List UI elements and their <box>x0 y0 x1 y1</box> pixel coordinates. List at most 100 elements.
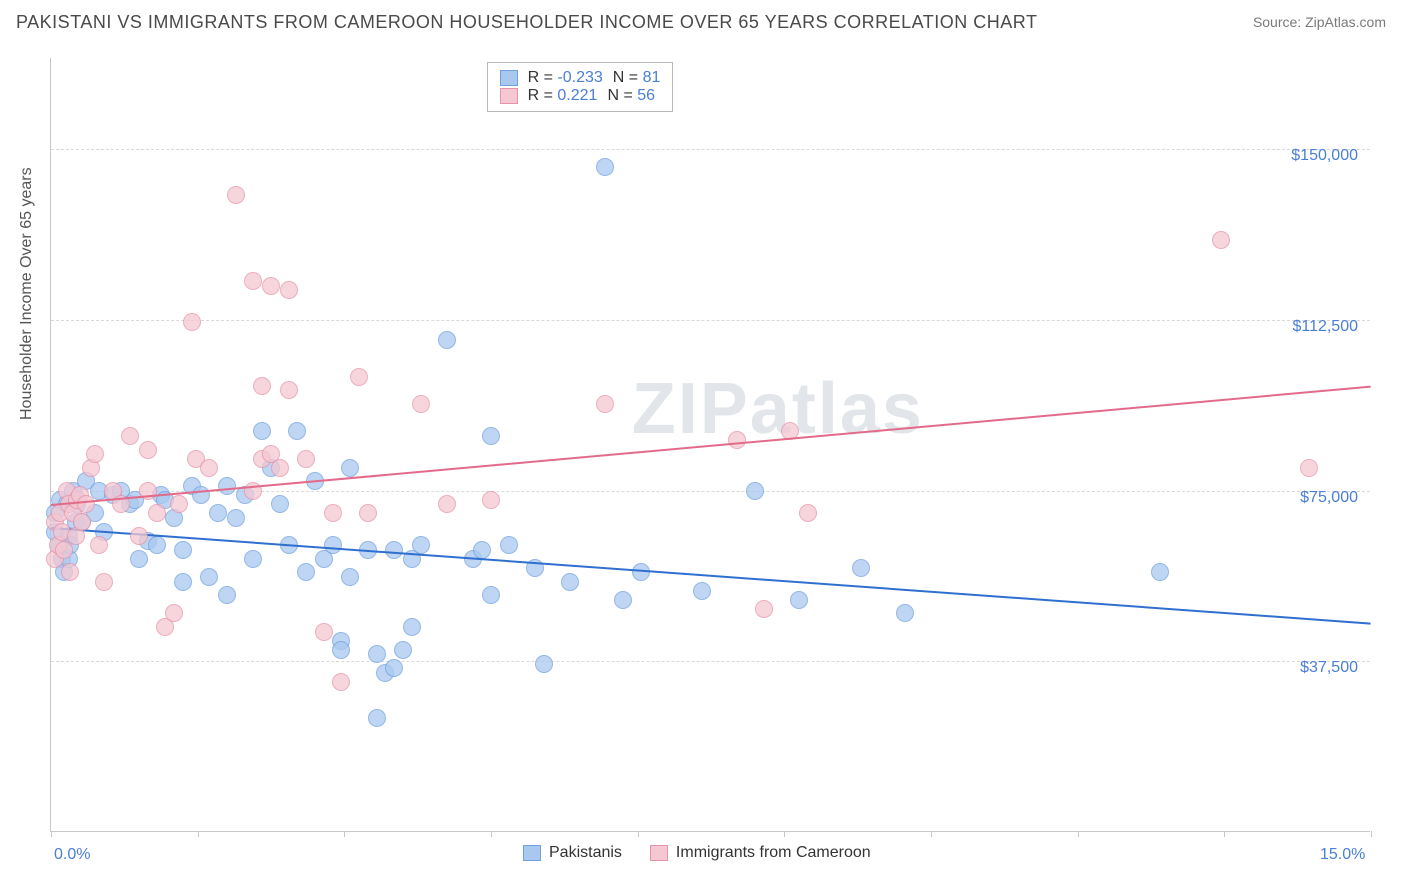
data-point <box>253 377 271 395</box>
data-point <box>755 600 773 618</box>
data-point <box>218 586 236 604</box>
legend-item: Immigrants from Cameroon <box>650 844 871 862</box>
data-point <box>500 536 518 554</box>
data-point <box>183 313 201 331</box>
data-point <box>95 573 113 591</box>
data-point <box>130 550 148 568</box>
data-point <box>1300 459 1318 477</box>
x-tick <box>491 831 492 837</box>
data-point <box>271 459 289 477</box>
data-point <box>297 563 315 581</box>
data-point <box>896 604 914 622</box>
x-tick <box>1078 831 1079 837</box>
x-tick <box>931 831 932 837</box>
x-tick <box>198 831 199 837</box>
data-point <box>403 618 421 636</box>
gridline-h <box>51 320 1370 321</box>
data-point <box>192 486 210 504</box>
data-point <box>394 641 412 659</box>
data-point <box>632 563 650 581</box>
data-point <box>473 541 491 559</box>
watermark-text: ZIPatlas <box>632 368 924 450</box>
data-point <box>341 568 359 586</box>
y-tick-label: $112,500 <box>1292 318 1358 336</box>
x-tick <box>1371 831 1372 837</box>
series-legend: Pakistanis Immigrants from Cameroon <box>523 844 871 862</box>
data-point <box>90 536 108 554</box>
data-point <box>253 422 271 440</box>
data-point <box>368 709 386 727</box>
data-point <box>165 604 183 622</box>
data-point <box>341 459 359 477</box>
data-point <box>482 586 500 604</box>
data-point <box>790 591 808 609</box>
data-point <box>1151 563 1169 581</box>
x-tick <box>51 831 52 837</box>
y-tick-label: $75,000 <box>1300 489 1358 507</box>
gridline-h <box>51 661 1370 662</box>
x-tick <box>1224 831 1225 837</box>
data-point <box>262 277 280 295</box>
x-min-label: 0.0% <box>54 846 90 864</box>
corr-row: R = 0.221N = 56 <box>500 87 661 105</box>
data-point <box>614 591 632 609</box>
y-tick-label: $150,000 <box>1291 147 1358 165</box>
data-point <box>596 395 614 413</box>
data-point <box>280 381 298 399</box>
n-value: N = 81 <box>613 69 661 87</box>
data-point <box>385 541 403 559</box>
data-point <box>746 482 764 500</box>
data-point <box>332 673 350 691</box>
data-point <box>852 559 870 577</box>
data-point <box>244 550 262 568</box>
data-point <box>412 536 430 554</box>
legend-item: Pakistanis <box>523 844 622 862</box>
data-point <box>324 536 342 554</box>
data-point <box>350 368 368 386</box>
data-point <box>482 427 500 445</box>
y-tick-label: $37,500 <box>1300 659 1358 677</box>
x-tick <box>344 831 345 837</box>
data-point <box>271 495 289 513</box>
data-point <box>209 504 227 522</box>
correlation-stats-box: R = -0.233N = 81R = 0.221N = 56 <box>487 62 674 112</box>
data-point <box>280 281 298 299</box>
x-max-label: 15.0% <box>1320 846 1365 864</box>
data-point <box>200 568 218 586</box>
trend-line <box>51 386 1371 506</box>
data-point <box>288 422 306 440</box>
legend-swatch-icon <box>650 845 668 861</box>
data-point <box>728 431 746 449</box>
data-point <box>174 541 192 559</box>
data-point <box>297 450 315 468</box>
data-point <box>385 659 403 677</box>
data-point <box>561 573 579 591</box>
corr-row: R = -0.233N = 81 <box>500 69 661 87</box>
data-point <box>244 272 262 290</box>
legend-label: Immigrants from Cameroon <box>676 844 871 862</box>
data-point <box>86 445 104 463</box>
gridline-h <box>51 149 1370 150</box>
data-point <box>170 495 188 513</box>
data-point <box>130 527 148 545</box>
chart-container: PAKISTANI VS IMMIGRANTS FROM CAMEROON HO… <box>0 0 1406 892</box>
data-point <box>200 459 218 477</box>
trend-line <box>51 527 1371 625</box>
legend-swatch-icon <box>523 845 541 861</box>
data-point <box>332 641 350 659</box>
data-point <box>324 504 342 522</box>
data-point <box>482 491 500 509</box>
data-point <box>121 427 139 445</box>
data-point <box>1212 231 1230 249</box>
data-point <box>227 186 245 204</box>
data-point <box>148 504 166 522</box>
x-tick <box>638 831 639 837</box>
legend-label: Pakistanis <box>549 844 622 862</box>
data-point <box>61 563 79 581</box>
data-point <box>438 331 456 349</box>
data-point <box>73 513 91 531</box>
series-swatch-icon <box>500 70 518 86</box>
data-point <box>438 495 456 513</box>
n-value: N = 56 <box>607 87 655 105</box>
plot-area: ZIPatlas R = -0.233N = 81R = 0.221N = 56… <box>50 58 1370 832</box>
